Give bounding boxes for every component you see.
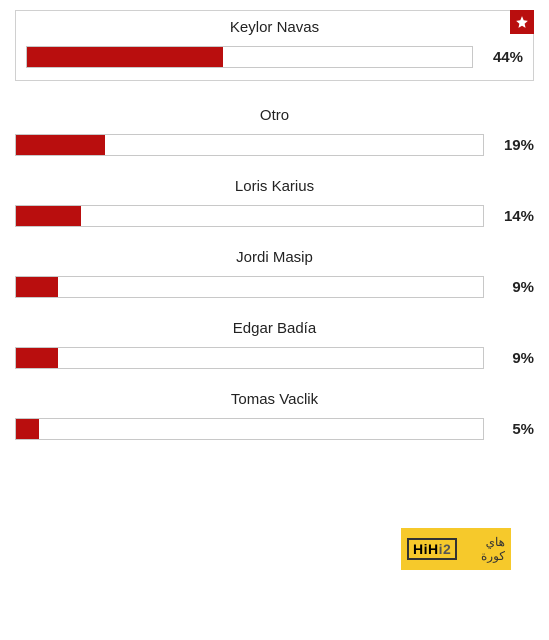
star-icon xyxy=(510,10,534,34)
percent-value: 9% xyxy=(496,279,534,296)
watermark-arabic: هاي كورة xyxy=(463,535,505,563)
watermark-logo: HiHi2 xyxy=(407,538,457,560)
bar-fill xyxy=(16,206,81,226)
poll-option: Keylor Navas 44% xyxy=(15,10,534,81)
poll-option: Tomas Vaclik 5% xyxy=(15,391,534,440)
bar-row: 19% xyxy=(15,134,534,156)
poll-option: Otro 19% xyxy=(15,107,534,156)
poll-option: Edgar Badía 9% xyxy=(15,320,534,369)
bar-track xyxy=(26,46,473,68)
bar-fill xyxy=(16,277,58,297)
bar-row: 9% xyxy=(15,347,534,369)
percent-value: 9% xyxy=(496,350,534,367)
bar-track xyxy=(15,418,484,440)
bar-row: 9% xyxy=(15,276,534,298)
bar-track xyxy=(15,134,484,156)
watermark-badge: HiHi2 هاي كورة xyxy=(401,528,511,570)
bar-row: 44% xyxy=(26,46,523,68)
bar-fill xyxy=(16,135,105,155)
bar-track xyxy=(15,347,484,369)
percent-value: 14% xyxy=(496,208,534,225)
option-label: Otro xyxy=(15,107,534,124)
bar-row: 14% xyxy=(15,205,534,227)
poll-option: Loris Karius 14% xyxy=(15,178,534,227)
poll-results: Keylor Navas 44% Otro 19% Loris Karius 14% Jor… xyxy=(15,10,534,440)
watermark-text-a: HiH xyxy=(413,541,439,557)
percent-value: 19% xyxy=(496,137,534,154)
option-label: Tomas Vaclik xyxy=(15,391,534,408)
poll-option: Jordi Masip 9% xyxy=(15,249,534,298)
bar-fill xyxy=(16,348,58,368)
bar-row: 5% xyxy=(15,418,534,440)
option-label: Jordi Masip xyxy=(15,249,534,266)
bar-fill xyxy=(27,47,223,67)
bar-fill xyxy=(16,419,39,439)
percent-value: 44% xyxy=(485,49,523,66)
option-label: Keylor Navas xyxy=(26,19,523,36)
option-label: Loris Karius xyxy=(15,178,534,195)
watermark-text-b: i2 xyxy=(439,541,452,557)
percent-value: 5% xyxy=(496,421,534,438)
bar-track xyxy=(15,276,484,298)
bar-track xyxy=(15,205,484,227)
option-label: Edgar Badía xyxy=(15,320,534,337)
